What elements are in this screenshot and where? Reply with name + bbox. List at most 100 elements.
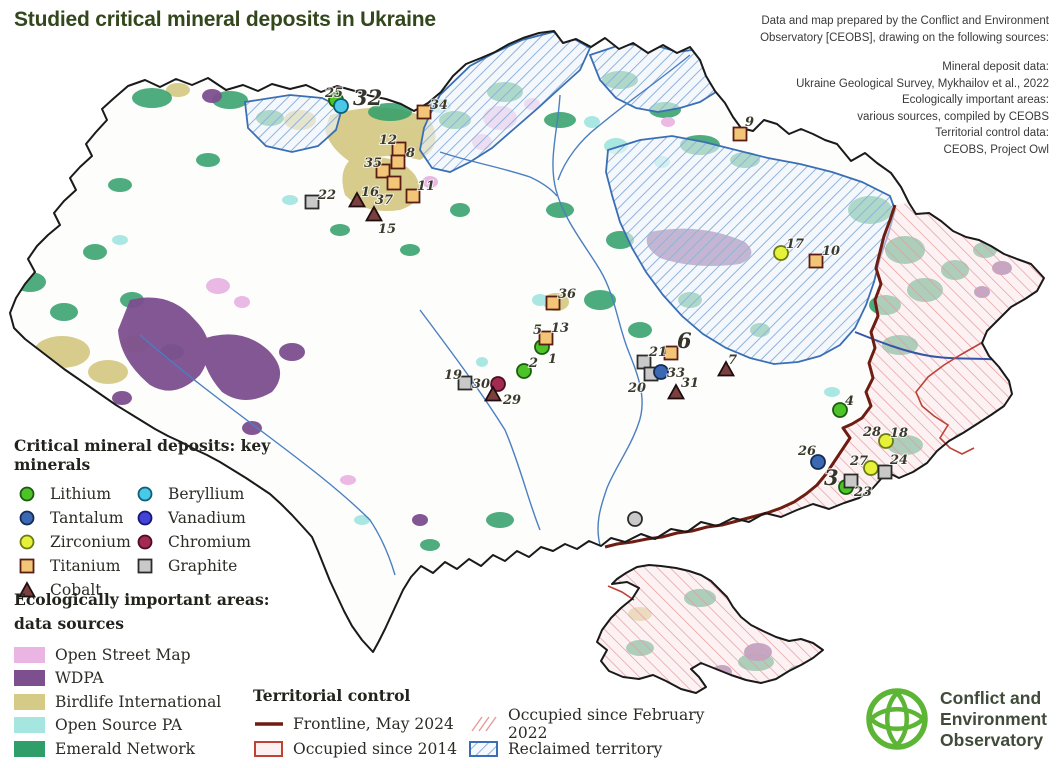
marker-zirconium[interactable] bbox=[878, 433, 894, 449]
legend-item-titanium: Titanium bbox=[18, 554, 131, 578]
occupied-2014-swatch bbox=[254, 740, 283, 757]
marker-titanium[interactable] bbox=[808, 253, 824, 269]
country-border-crimea bbox=[596, 564, 824, 694]
legend-item-chromium: Chromium bbox=[136, 530, 251, 554]
legend-label: Tantalum bbox=[50, 509, 124, 527]
map-number-label: 6 bbox=[677, 328, 692, 353]
marker-graphite[interactable] bbox=[457, 375, 473, 391]
map-number-label: 26 bbox=[797, 444, 816, 459]
source-line: Mineral deposit data: bbox=[942, 61, 1049, 73]
legend-eco: Ecologically important areas: data sourc… bbox=[14, 588, 274, 761]
osm-swatch bbox=[14, 646, 45, 663]
map-number-label: 22 bbox=[317, 188, 336, 203]
map-number-label: 10 bbox=[822, 244, 840, 259]
marker-cobalt[interactable] bbox=[364, 205, 384, 222]
marker-titanium[interactable] bbox=[390, 154, 406, 170]
attribution-line: Observatory [CEOBS], drawing on the foll… bbox=[760, 31, 1049, 44]
logo-line: Observatory bbox=[940, 729, 1044, 750]
legend-label: Titanium bbox=[50, 557, 121, 575]
ceobs-logo: Conflict and Environment Observatory bbox=[864, 686, 1047, 752]
map-number-label: 31 bbox=[681, 376, 699, 391]
marker-cobalt[interactable] bbox=[347, 191, 367, 208]
reclaimed-territory-layer bbox=[244, 31, 896, 365]
frontline-swatch bbox=[255, 721, 283, 726]
open-source-pa-swatch bbox=[14, 717, 45, 734]
map-number-label: 33 bbox=[667, 366, 685, 381]
marker-titanium[interactable] bbox=[375, 163, 391, 179]
map-number-label: 15 bbox=[378, 222, 396, 237]
titanium-icon bbox=[19, 558, 35, 574]
marker-lithium[interactable] bbox=[516, 363, 532, 379]
map-number-label: 4 bbox=[845, 394, 854, 409]
marker-titanium[interactable] bbox=[545, 295, 561, 311]
marker-graphite[interactable] bbox=[843, 473, 859, 489]
legend-label: Occupied since 2014 bbox=[293, 739, 458, 758]
map-number-label: 29 bbox=[502, 393, 521, 408]
legend-item-beryllium: Beryllium bbox=[136, 482, 251, 506]
marker-tantalum[interactable] bbox=[810, 454, 826, 470]
marker-cobalt[interactable] bbox=[666, 383, 686, 400]
marker-tantalum[interactable] bbox=[653, 364, 669, 380]
marker-titanium[interactable] bbox=[663, 345, 679, 361]
source-line: Ecologically important areas: bbox=[901, 94, 1049, 106]
cobalt-icon bbox=[18, 581, 36, 598]
marker-graphite[interactable] bbox=[627, 511, 643, 527]
map-number-label: 32 bbox=[353, 85, 382, 110]
marker-titanium[interactable] bbox=[386, 175, 402, 191]
legend-item-emerald: Emerald Network bbox=[14, 737, 274, 761]
map-number-label: 28 bbox=[862, 425, 881, 440]
legend-label: Frontline, May 2024 bbox=[293, 714, 454, 733]
legend-item-vanadium: Vanadium bbox=[136, 506, 251, 530]
legend-label: Lithium bbox=[50, 485, 112, 503]
legend-item-zirconium: Zirconium bbox=[18, 530, 131, 554]
marker-graphite[interactable] bbox=[877, 464, 893, 480]
map-number-label: 34 bbox=[430, 98, 448, 113]
map-number-label: 19 bbox=[444, 368, 462, 383]
map-number-label: 27 bbox=[849, 454, 868, 469]
marker-titanium[interactable] bbox=[732, 126, 748, 142]
chromium-icon bbox=[137, 534, 153, 550]
map-number-label: 17 bbox=[786, 237, 804, 252]
map-number-label: 16 bbox=[361, 185, 379, 200]
beryllium-icon bbox=[137, 486, 153, 502]
marker-titanium[interactable] bbox=[405, 188, 421, 204]
legend-item-tantalum: Tantalum bbox=[18, 506, 131, 530]
source-line: CEOBS, Project Owl bbox=[943, 143, 1049, 156]
map-number-label: 5 bbox=[533, 323, 542, 338]
logo-line: Environment bbox=[940, 708, 1047, 729]
legend-label: Beryllium bbox=[168, 485, 245, 503]
occupied-2014-boundary bbox=[915, 341, 984, 455]
map-number-label: 25 bbox=[324, 86, 343, 101]
map-number-label: 35 bbox=[364, 156, 382, 171]
legend-item-osm: Open Street Map bbox=[14, 643, 274, 667]
occupied-2022-swatch bbox=[471, 716, 497, 731]
river-layer bbox=[139, 54, 1009, 576]
marker-graphite[interactable] bbox=[304, 194, 320, 210]
map-number-label: 11 bbox=[417, 179, 435, 194]
map-number-label: 12 bbox=[379, 133, 397, 148]
marker-lithium[interactable] bbox=[832, 402, 848, 418]
marker-chromium[interactable] bbox=[490, 376, 506, 392]
map-number-label: 1 bbox=[548, 352, 557, 367]
marker-cobalt[interactable] bbox=[483, 385, 503, 402]
frontline-path bbox=[604, 204, 897, 549]
legend-item-ospa: Open Source PA bbox=[14, 714, 274, 738]
legend-label: Reclaimed territory bbox=[508, 739, 663, 758]
marker-titanium[interactable] bbox=[416, 104, 432, 120]
map-number-label: 8 bbox=[406, 146, 415, 161]
mineral-marker-layer bbox=[304, 92, 894, 527]
graphite-icon bbox=[137, 558, 153, 574]
legend-item-birdlife: Birdlife International bbox=[14, 690, 274, 714]
tantalum-icon bbox=[19, 510, 35, 526]
marker-cobalt[interactable] bbox=[716, 360, 736, 377]
map-number-label: 18 bbox=[890, 426, 908, 441]
vanadium-icon bbox=[137, 510, 153, 526]
legend-item-lithium: Lithium bbox=[18, 482, 131, 506]
source-line: Territorial control data: bbox=[935, 127, 1049, 139]
marker-titanium[interactable] bbox=[538, 330, 554, 346]
marker-zirconium[interactable] bbox=[773, 245, 789, 261]
marker-beryllium[interactable] bbox=[333, 98, 349, 114]
map-number-label: 21 bbox=[648, 345, 667, 360]
country-border-mainland bbox=[9, 30, 1045, 653]
birdlife-swatch bbox=[14, 693, 45, 710]
